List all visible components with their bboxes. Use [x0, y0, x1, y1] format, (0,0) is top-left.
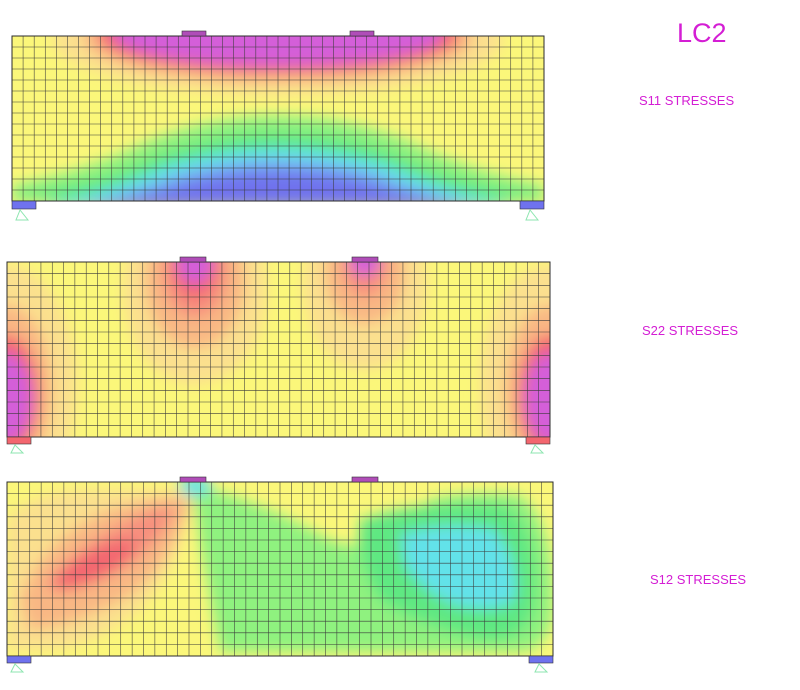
mesh-lines: [7, 482, 553, 656]
s12-mesh: [7, 482, 553, 656]
panel-label-s12: S12 STRESSES: [650, 572, 747, 587]
load-case-title: LC2: [677, 18, 727, 48]
s11-supports: [11, 200, 545, 221]
s11-contour-plot: [11, 30, 545, 221]
s12-load-plates: [179, 476, 379, 483]
s22-supports: [6, 436, 551, 454]
mesh-lines: [12, 36, 544, 201]
panel-label-s22: S22 STRESSES: [642, 323, 739, 338]
mesh-lines: [7, 262, 550, 437]
s22-mesh: [7, 262, 550, 437]
panel-label-s11: S11 STRESSES: [639, 93, 735, 108]
s12-contour-plot: [6, 476, 554, 673]
s22-load-plates: [179, 256, 379, 263]
s11-mesh: [12, 36, 544, 201]
s11-load-plates: [181, 30, 375, 37]
s22-contour-plot: [6, 256, 551, 454]
s12-supports: [6, 655, 554, 673]
